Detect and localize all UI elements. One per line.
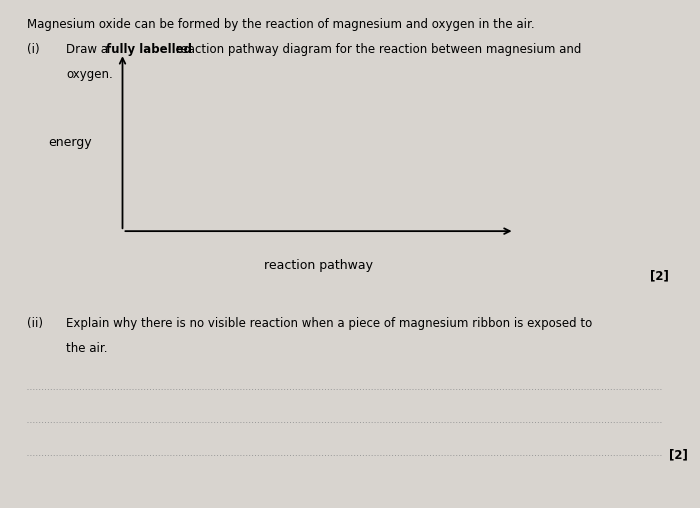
Text: (ii): (ii) <box>27 318 43 331</box>
Text: fully labelled: fully labelled <box>106 43 192 56</box>
Text: Draw a: Draw a <box>66 43 112 56</box>
Text: the air.: the air. <box>66 342 108 355</box>
Text: [2]: [2] <box>650 269 668 282</box>
Text: reaction pathway diagram for the reaction between magnesium and: reaction pathway diagram for the reactio… <box>172 43 581 56</box>
Text: energy: energy <box>48 136 92 149</box>
Text: Magnesium oxide can be formed by the reaction of magnesium and oxygen in the air: Magnesium oxide can be formed by the rea… <box>27 18 534 31</box>
Text: (i): (i) <box>27 43 39 56</box>
Text: oxygen.: oxygen. <box>66 68 113 81</box>
Text: [2]: [2] <box>668 448 687 461</box>
Text: reaction pathway: reaction pathway <box>264 259 373 272</box>
Text: Explain why there is no visible reaction when a piece of magnesium ribbon is exp: Explain why there is no visible reaction… <box>66 318 593 331</box>
